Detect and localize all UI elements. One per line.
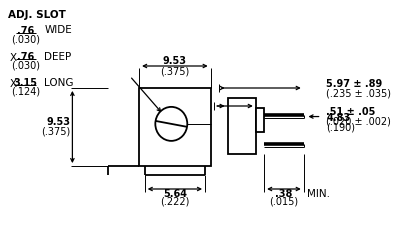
Text: (.190): (.190): [326, 122, 355, 132]
Text: (.375): (.375): [160, 66, 190, 76]
Text: 9.53: 9.53: [163, 56, 187, 66]
Text: 5.97 ± .89: 5.97 ± .89: [326, 79, 382, 89]
Text: WIDE: WIDE: [44, 25, 72, 35]
Text: (.375): (.375): [41, 127, 70, 137]
Text: (.030): (.030): [11, 34, 40, 44]
Text: 4.83: 4.83: [326, 113, 350, 123]
Text: 3.15: 3.15: [13, 78, 37, 88]
Text: .76: .76: [17, 52, 34, 62]
Bar: [139, 88, 211, 166]
Text: 9.53: 9.53: [46, 117, 70, 127]
Text: .76: .76: [17, 26, 34, 36]
Text: 5.64: 5.64: [163, 189, 187, 199]
Text: (.124): (.124): [11, 86, 40, 96]
Text: .51 ± .05: .51 ± .05: [326, 107, 376, 117]
Text: (.030): (.030): [11, 60, 40, 70]
Text: .38: .38: [275, 189, 293, 199]
Text: (.235 ± .035): (.235 ± .035): [326, 88, 391, 98]
Text: (.222): (.222): [160, 197, 190, 207]
Text: X: X: [10, 79, 16, 89]
Bar: [228, 98, 256, 154]
Text: MIN.: MIN.: [308, 189, 330, 199]
Text: ADJ. SLOT: ADJ. SLOT: [8, 10, 66, 20]
Bar: [256, 108, 264, 132]
Text: X: X: [10, 53, 16, 63]
Text: (.015): (.015): [269, 197, 298, 207]
Text: DEEP: DEEP: [44, 52, 72, 62]
Text: LONG: LONG: [44, 78, 74, 88]
Text: (.020 ± .002): (.020 ± .002): [326, 117, 391, 126]
